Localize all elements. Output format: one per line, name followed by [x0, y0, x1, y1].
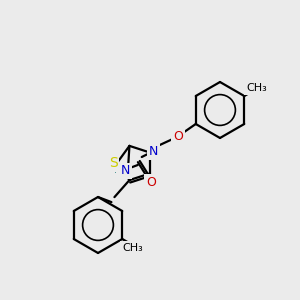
- Text: CH₃: CH₃: [246, 83, 267, 93]
- Text: CH₃: CH₃: [122, 243, 143, 253]
- Text: S: S: [109, 156, 117, 170]
- Text: O: O: [146, 176, 156, 188]
- Text: O: O: [173, 130, 183, 142]
- Text: N: N: [149, 145, 158, 158]
- Text: N: N: [121, 164, 130, 178]
- Text: H: H: [114, 165, 122, 175]
